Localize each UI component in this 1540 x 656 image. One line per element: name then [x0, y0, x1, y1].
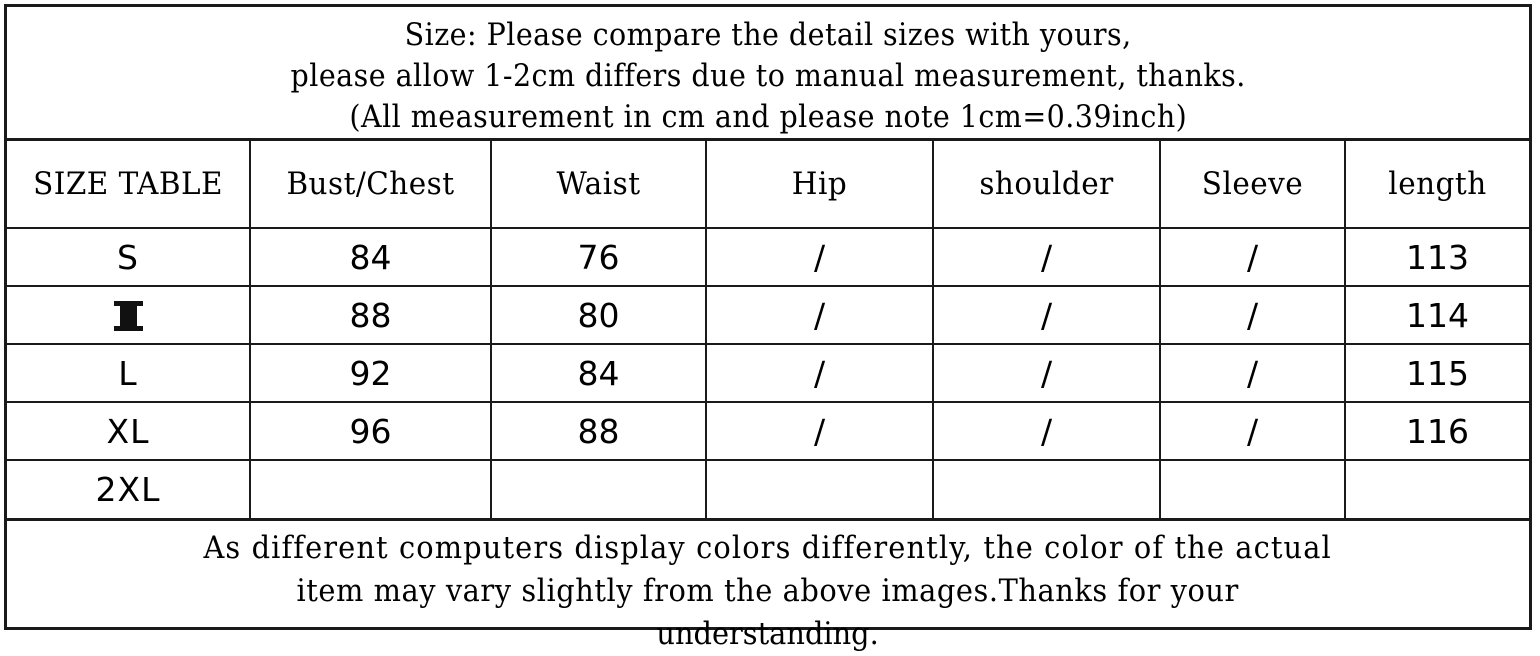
table-row: 2XL — [7, 460, 1529, 518]
cell-shoulder: / — [933, 286, 1161, 345]
cell-shoulder: / — [933, 344, 1161, 403]
column-header-waist: Waist — [496, 139, 702, 229]
cell-sleeve — [1160, 460, 1346, 518]
disclaimer-line-3: understanding. — [656, 616, 880, 652]
cell-length — [1345, 460, 1529, 518]
note-line-2: please allow 1-2cm differs due to manual… — [290, 58, 1246, 94]
measurement-note: Size: Please compare the detail sizes wi… — [7, 7, 1529, 138]
cell-length: 114 — [1345, 286, 1529, 345]
cell-size: XL — [7, 402, 251, 461]
column-header-sleeve: Sleeve — [1164, 139, 1342, 229]
cell-bust: 92 — [250, 344, 492, 403]
disclaimer-line-1: As different computers display colors di… — [203, 530, 1333, 566]
table-row: 88 80 / / / 114 — [7, 286, 1529, 345]
cell-size: L — [7, 344, 251, 403]
cell-sleeve: / — [1160, 286, 1346, 345]
size-chart-panel: Size: Please compare the detail sizes wi… — [4, 4, 1532, 652]
cell-bust — [250, 460, 492, 518]
table-row: S 84 76 / / / 113 — [7, 228, 1529, 287]
cell-waist — [491, 460, 707, 518]
disclaimer-line-2: item may vary slightly from the above im… — [296, 573, 1240, 609]
cell-size: 2XL — [7, 460, 251, 518]
column-header-size: SIZE TABLE — [13, 139, 245, 229]
column-header-shoulder: shoulder — [938, 139, 1156, 229]
cell-length: 113 — [1345, 228, 1529, 287]
cell-length: 115 — [1345, 344, 1529, 403]
cell-hip: / — [706, 286, 934, 345]
cell-shoulder — [933, 460, 1161, 518]
cell-length: 116 — [1345, 402, 1529, 461]
cell-size: S — [7, 228, 251, 287]
cell-waist: 84 — [491, 344, 707, 403]
cell-sleeve: / — [1160, 228, 1346, 287]
table-row: L 92 84 / / / 115 — [7, 344, 1529, 403]
column-header-bust: Bust/Chest — [256, 139, 486, 229]
cell-waist: 88 — [491, 402, 707, 461]
cell-size — [7, 286, 251, 345]
size-table: SIZE TABLE Bust/Chest Waist Hip shoulder… — [7, 138, 1529, 518]
cell-sleeve: / — [1160, 344, 1346, 403]
table-header-row: SIZE TABLE Bust/Chest Waist Hip shoulder… — [7, 139, 1529, 229]
note-line-3: (All measurement in cm and please note 1… — [349, 99, 1187, 135]
cell-shoulder: / — [933, 228, 1161, 287]
column-header-hip: Hip — [711, 139, 929, 229]
column-header-length: length — [1349, 139, 1525, 229]
cell-bust: 84 — [250, 228, 492, 287]
table-row: XL 96 88 / / / 116 — [7, 402, 1529, 461]
cell-hip — [706, 460, 934, 518]
cell-hip: / — [706, 344, 934, 403]
cell-sleeve: / — [1160, 402, 1346, 461]
cell-bust: 88 — [250, 286, 492, 345]
cell-waist: 76 — [491, 228, 707, 287]
cell-hip: / — [706, 228, 934, 287]
cell-bust: 96 — [250, 402, 492, 461]
color-disclaimer: As different computers display colors di… — [7, 518, 1529, 656]
cell-hip: / — [706, 402, 934, 461]
cell-shoulder: / — [933, 402, 1161, 461]
note-line-1: Size: Please compare the detail sizes wi… — [404, 17, 1132, 53]
size-m-block-glyph — [113, 300, 143, 331]
cell-waist: 80 — [491, 286, 707, 345]
